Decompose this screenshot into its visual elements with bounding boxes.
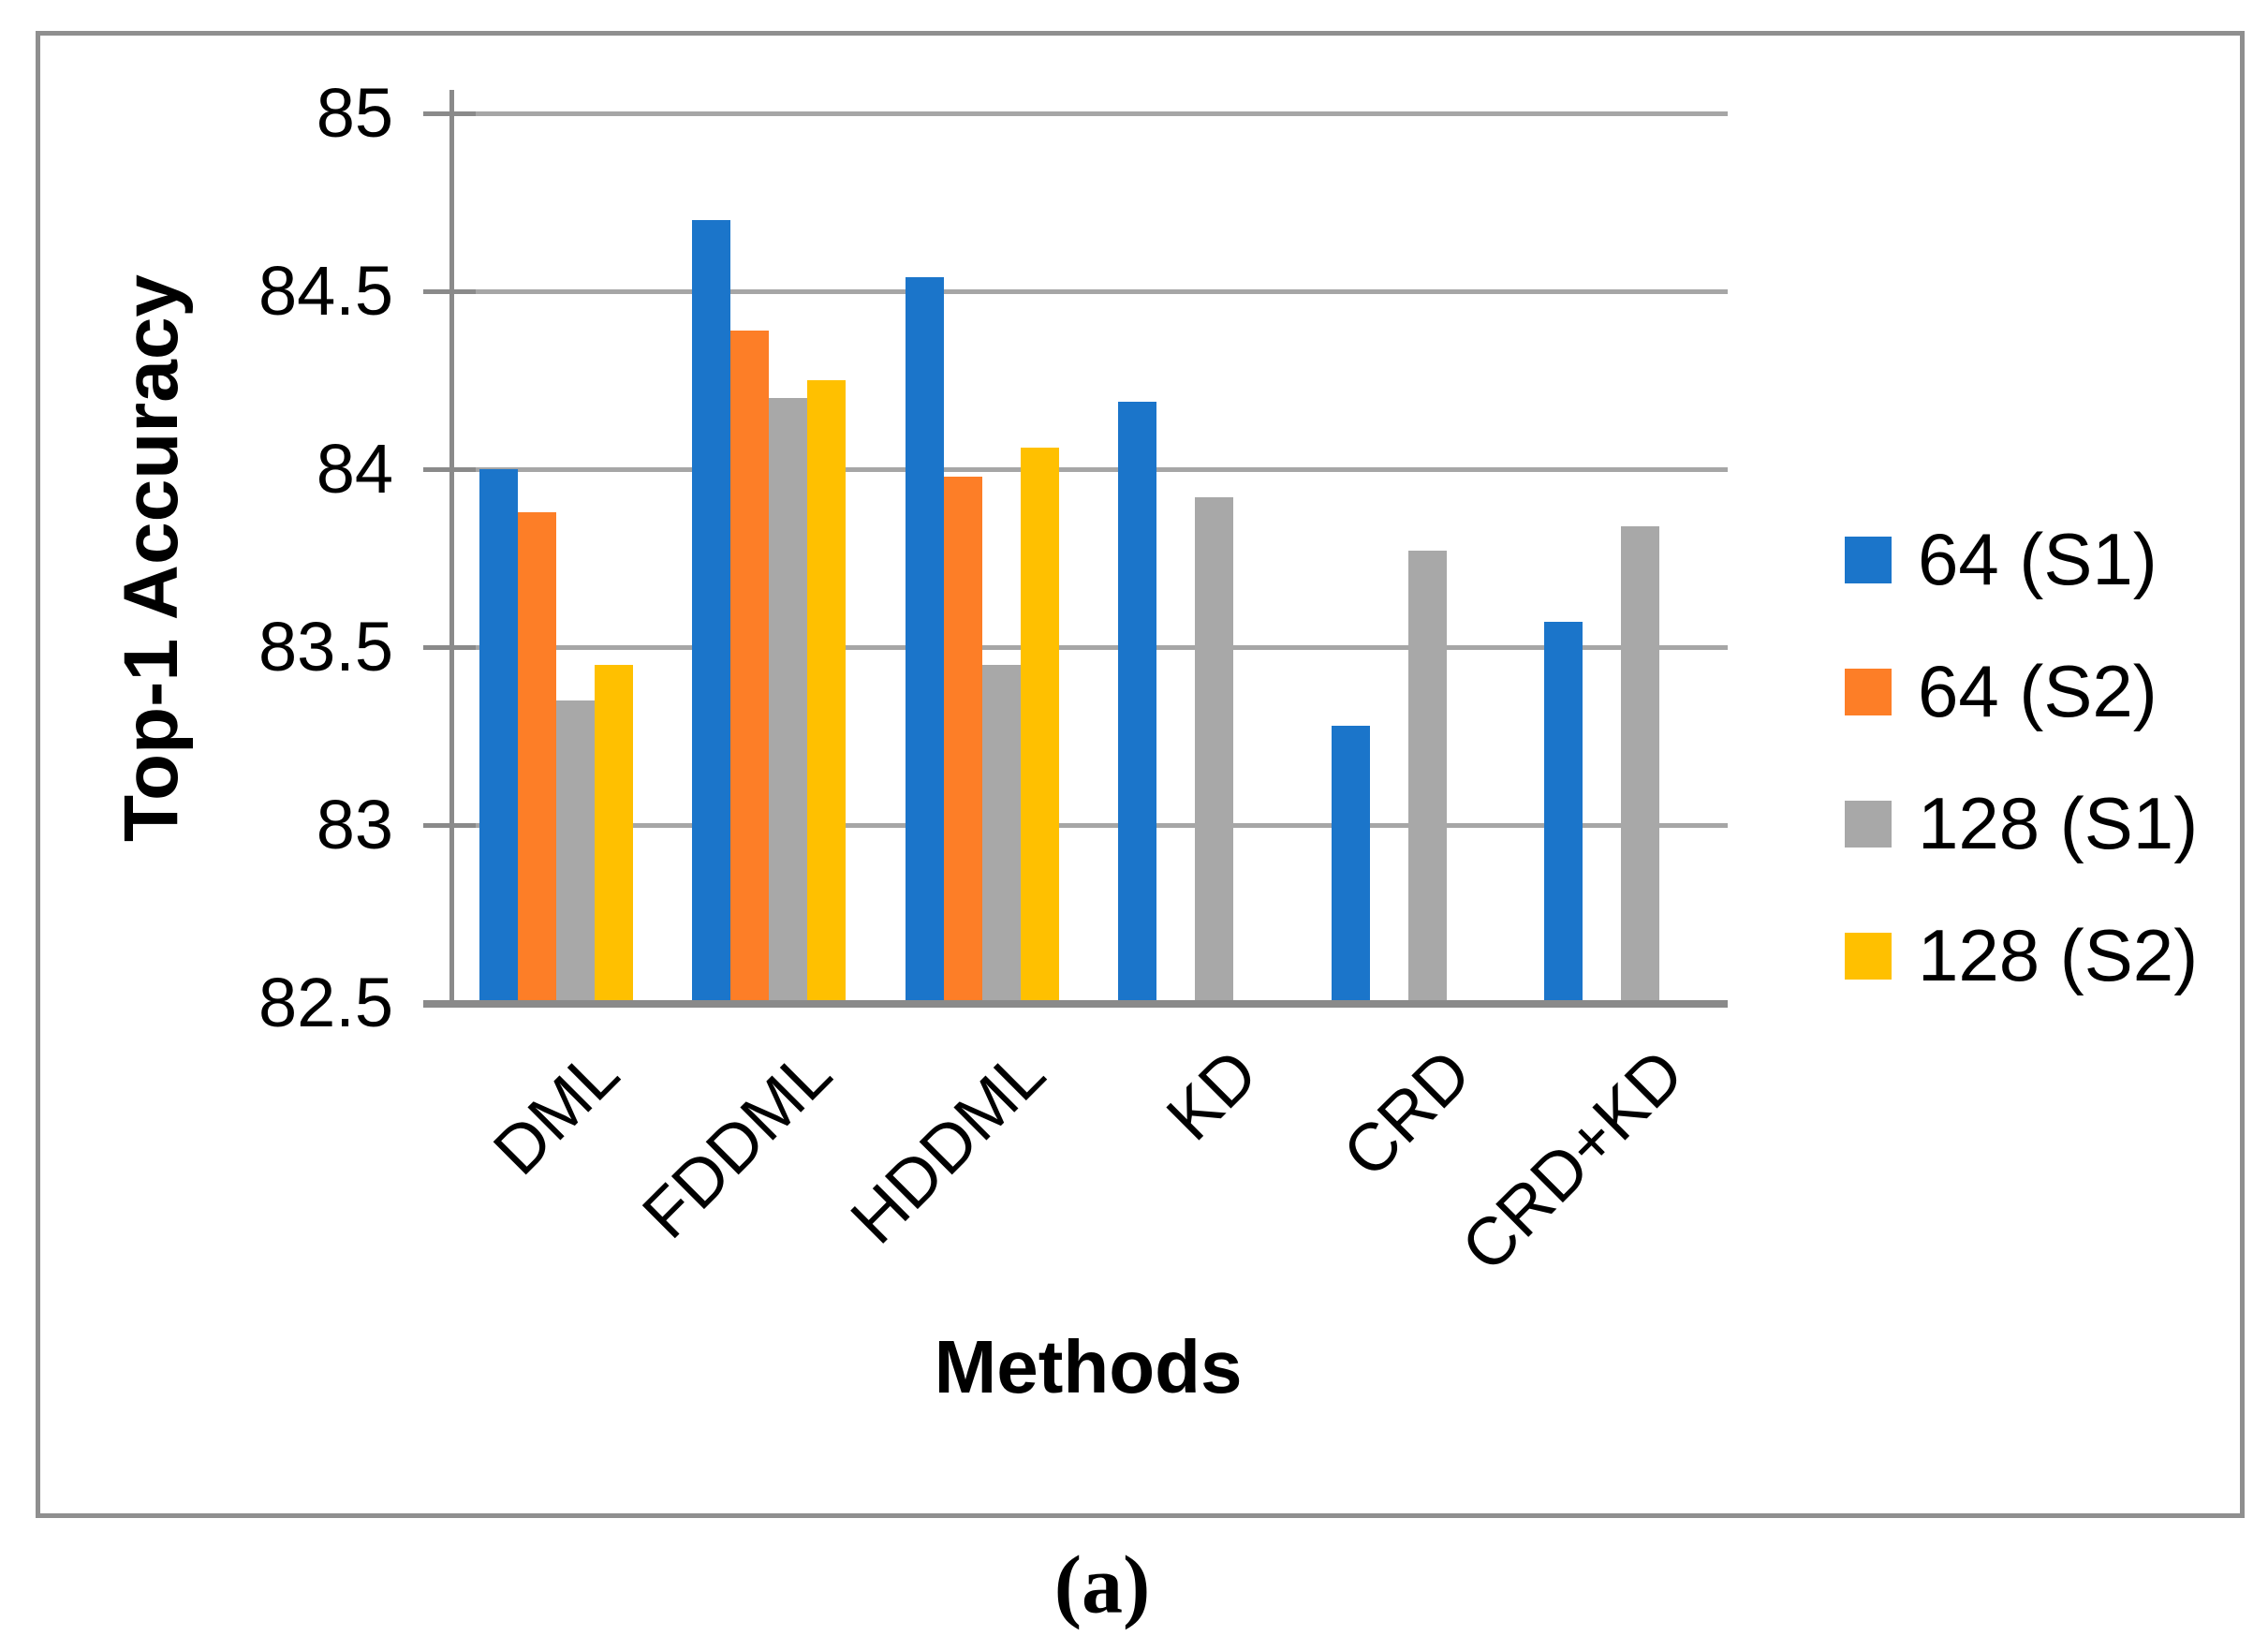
legend-swatch bbox=[1845, 668, 1892, 715]
legend-swatch bbox=[1845, 800, 1892, 848]
legend-label: 128 (S2) bbox=[1918, 914, 2199, 996]
y-tick-label: 85 bbox=[316, 74, 393, 152]
bar-CRD-KD-128-S1 bbox=[1621, 525, 1659, 1003]
legend-label: 64 (S1) bbox=[1918, 518, 2158, 600]
legend-item: 64 (S1) bbox=[1845, 494, 2198, 626]
x-axis-title: Methods bbox=[934, 1325, 1243, 1408]
bar-FDDML-128-S1 bbox=[769, 398, 807, 1003]
y-axis-line bbox=[449, 90, 454, 1003]
y-tick-label: 83.5 bbox=[258, 608, 393, 685]
bar-HDDML-128-S2 bbox=[1021, 448, 1059, 1003]
bar-FDDML-64-S2 bbox=[730, 330, 769, 1003]
gridline bbox=[449, 645, 1728, 650]
gridline bbox=[449, 467, 1728, 472]
bar-CRD-KD-64-S1 bbox=[1544, 622, 1583, 1003]
legend-label: 64 (S2) bbox=[1918, 650, 2158, 732]
gridline bbox=[449, 289, 1728, 294]
bar-HDDML-128-S1 bbox=[982, 665, 1021, 1003]
y-tick-label: 83 bbox=[316, 786, 393, 863]
x-axis-line bbox=[423, 1000, 1728, 1008]
bar-HDDML-64-S1 bbox=[906, 276, 944, 1003]
legend-item: 128 (S1) bbox=[1845, 758, 2198, 890]
legend-swatch bbox=[1845, 536, 1892, 583]
y-tick-label: 84.5 bbox=[258, 252, 393, 330]
bar-HDDML-64-S2 bbox=[944, 476, 982, 1003]
bar-DML-64-S2 bbox=[518, 511, 556, 1003]
figure-caption: (a) bbox=[1053, 1540, 1151, 1631]
legend: 64 (S1) 64 (S2) 128 (S1) 128 (S2) bbox=[1845, 494, 2198, 1022]
legend-item: 128 (S2) bbox=[1845, 890, 2198, 1022]
legend-swatch bbox=[1845, 932, 1892, 980]
y-tick-label: 84 bbox=[316, 430, 393, 508]
gridline bbox=[449, 111, 1728, 116]
legend-label: 128 (S1) bbox=[1918, 782, 2199, 864]
y-axis-title: Top-1 Accuracy bbox=[109, 273, 194, 843]
bar-KD-64-S1 bbox=[1118, 401, 1156, 1003]
bar-DML-64-S1 bbox=[479, 469, 518, 1003]
bar-KD-128-S1 bbox=[1195, 497, 1233, 1003]
bar-CRD-128-S1 bbox=[1408, 551, 1447, 1003]
gridline bbox=[449, 823, 1728, 828]
bar-DML-128-S1 bbox=[556, 700, 595, 1003]
legend-item: 64 (S2) bbox=[1845, 626, 2198, 758]
y-tick-label: 82.5 bbox=[258, 964, 393, 1041]
bar-FDDML-128-S2 bbox=[807, 380, 846, 1003]
bar-FDDML-64-S1 bbox=[692, 220, 730, 1003]
bar-DML-128-S2 bbox=[595, 665, 633, 1003]
bar-CRD-64-S1 bbox=[1332, 725, 1370, 1003]
